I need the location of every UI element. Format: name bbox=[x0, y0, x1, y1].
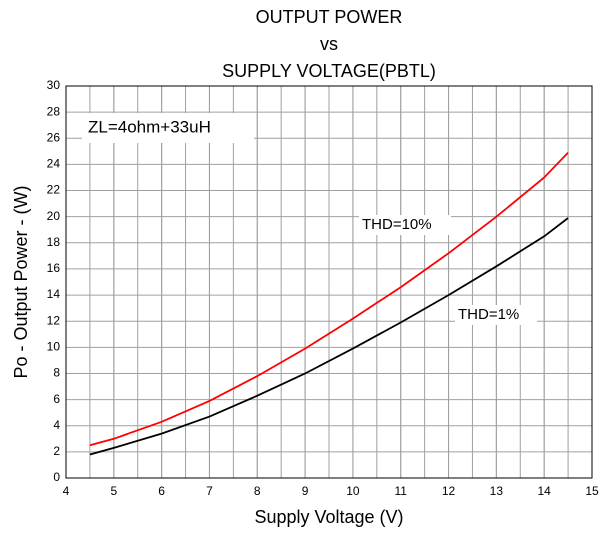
y-axis-label: Po - Output Power - (W) bbox=[11, 185, 31, 378]
x-tick-label: 5 bbox=[110, 484, 117, 498]
x-tick-label: 7 bbox=[206, 484, 213, 498]
x-tick-label: 9 bbox=[302, 484, 309, 498]
line-series bbox=[89, 217, 569, 456]
series-label: THD=10% bbox=[362, 216, 432, 233]
annotation-bg bbox=[82, 113, 254, 143]
y-tick-label: 24 bbox=[47, 157, 61, 171]
y-tick-label: 30 bbox=[47, 78, 61, 92]
annotation: ZL=4ohm+33uH bbox=[88, 117, 211, 136]
y-tick-label: 10 bbox=[47, 340, 61, 354]
y-tick-label: 20 bbox=[47, 209, 61, 223]
x-tick-label: 11 bbox=[394, 484, 407, 498]
x-axis-label: Supply Voltage (V) bbox=[254, 507, 403, 527]
x-tick-label: 6 bbox=[158, 484, 165, 498]
x-tick-label: 12 bbox=[442, 484, 456, 498]
y-tick-label: 2 bbox=[53, 444, 60, 458]
series-label: THD=1% bbox=[458, 306, 519, 323]
x-tick-label: 15 bbox=[585, 484, 599, 498]
y-tick-label: 8 bbox=[53, 366, 60, 380]
y-tick-label: 22 bbox=[47, 183, 61, 197]
x-tick-label: 4 bbox=[63, 484, 70, 498]
x-tick-label: 13 bbox=[490, 484, 504, 498]
series-label-bg bbox=[359, 215, 451, 235]
y-tick-label: 12 bbox=[47, 313, 61, 327]
x-tick-label: 8 bbox=[254, 484, 261, 498]
y-tick-label: 28 bbox=[47, 104, 61, 118]
y-tick-label: 26 bbox=[47, 130, 61, 144]
x-tick-label: 10 bbox=[346, 484, 360, 498]
chart-title: SUPPLY VOLTAGE(PBTL) bbox=[222, 61, 436, 81]
plot-frame bbox=[65, 85, 593, 479]
x-tick-label: 14 bbox=[538, 484, 552, 498]
y-tick-label: 14 bbox=[47, 287, 61, 301]
chart-title: OUTPUT POWER bbox=[256, 7, 403, 27]
y-tick-label: 16 bbox=[47, 261, 61, 275]
line-series bbox=[89, 151, 569, 447]
y-tick-label: 4 bbox=[53, 418, 60, 432]
series-label-bg bbox=[455, 305, 537, 325]
y-tick-label: 0 bbox=[53, 470, 60, 484]
y-tick-label: 6 bbox=[53, 392, 60, 406]
y-tick-label: 18 bbox=[47, 235, 61, 249]
chart-title: vs bbox=[320, 34, 338, 54]
